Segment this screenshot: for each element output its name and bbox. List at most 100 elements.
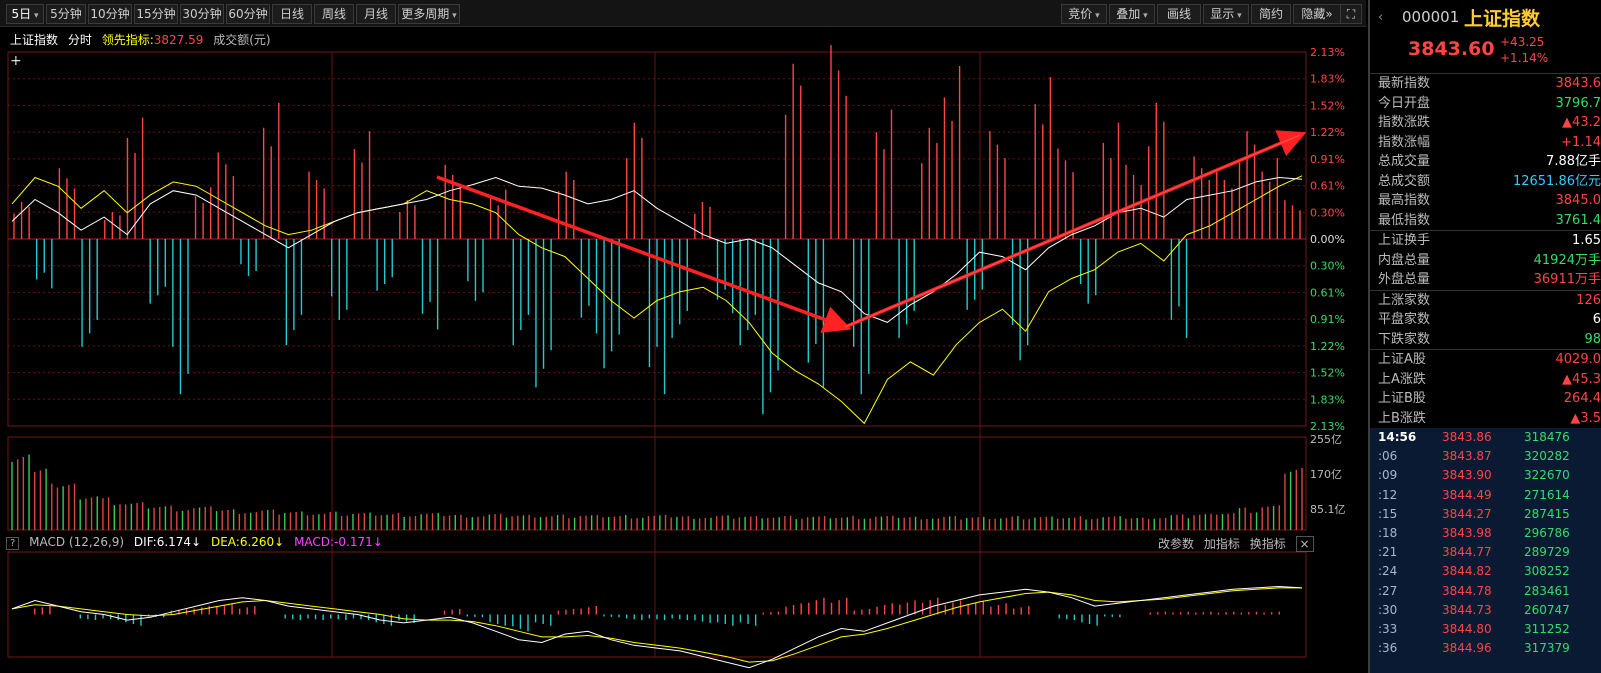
pane-border xyxy=(7,551,1307,658)
tool-button-5[interactable]: 隐藏» xyxy=(1293,4,1341,24)
stat-row: 内盘总量 41924万手 xyxy=(1370,251,1601,271)
volume-tick-label: 85.1亿 xyxy=(1310,503,1346,516)
chart-svg[interactable]: 2.13% 1.83% 1.52% 1.22% 0.91% 0.61% 0.30% 0.00%… xyxy=(0,27,1366,673)
macd-actions: 改参数 加指标 换指标 × xyxy=(1158,535,1320,552)
period-button-7[interactable]: 周线 xyxy=(314,4,354,24)
period-button-3[interactable]: 15分钟 xyxy=(134,4,178,24)
tick-row[interactable]: :15 3844.27 287415 xyxy=(1370,505,1601,524)
tick-time: :24 xyxy=(1378,564,1398,579)
tool-button-label: 叠加 xyxy=(1116,7,1141,21)
tick-row[interactable]: 14:56 3843.86 318476 xyxy=(1370,428,1601,447)
stat-label: 总成交额 xyxy=(1378,173,1431,189)
tick-time: :18 xyxy=(1378,525,1398,540)
tick-row[interactable]: :18 3843.98 296786 xyxy=(1370,524,1601,543)
macd-switch-indicator-button[interactable]: 换指标 xyxy=(1249,537,1286,551)
tick-row[interactable]: :09 3843.90 322670 xyxy=(1370,466,1601,485)
price-line xyxy=(11,176,1303,323)
tick-price: 3844.73 xyxy=(1442,602,1492,617)
period-button-5[interactable]: 60分钟 xyxy=(226,4,270,24)
tick-row[interactable]: :21 3844.77 289729 xyxy=(1370,543,1601,562)
tick-price: 3844.49 xyxy=(1442,487,1492,502)
tick-price: 3843.87 xyxy=(1442,449,1492,464)
volume-tick-label: 170亿 xyxy=(1310,468,1342,481)
tick-row[interactable]: :24 3844.82 308252 xyxy=(1370,562,1601,581)
stat-label: 最新指数 xyxy=(1378,76,1431,91)
stat-row: 上A涨跌 ▲45.3 xyxy=(1370,370,1601,390)
macd-edit-params-button[interactable]: 改参数 xyxy=(1158,537,1195,551)
y-tick-label: 0.00% xyxy=(1310,233,1345,246)
period-button-6[interactable]: 日线 xyxy=(272,4,312,24)
tick-row[interactable]: :36 3844.96 317379 xyxy=(1370,639,1601,658)
macd-dea-line xyxy=(11,587,1302,663)
tool-button-4[interactable]: 简约 xyxy=(1251,4,1291,24)
tick-row[interactable]: :30 3844.73 260747 xyxy=(1370,601,1601,620)
tick-price: 3844.96 xyxy=(1442,641,1492,656)
volume-bars xyxy=(11,454,1303,530)
stat-label: 指数涨跌 xyxy=(1378,115,1431,130)
tick-row[interactable]: :33 3844.80 311252 xyxy=(1370,620,1601,639)
index-name: 上证指数 xyxy=(1464,8,1541,30)
index-code: 000001 xyxy=(1402,8,1460,26)
macd-value: MACD:-0.171↓ xyxy=(294,535,383,549)
tick-vol: 308252 xyxy=(1524,564,1570,579)
period-button-8[interactable]: 月线 xyxy=(356,4,396,24)
legend-index-name: 上证指数 xyxy=(10,33,59,47)
stat-label: 最低指数 xyxy=(1378,212,1431,228)
stat-label: 今日开盘 xyxy=(1378,95,1431,111)
period-button-1[interactable]: 5分钟 xyxy=(46,4,86,24)
chart-area[interactable]: 2.13% 1.83% 1.52% 1.22% 0.91% 0.61% 0.30% 0.00%… xyxy=(0,27,1366,673)
period-button-9[interactable]: 更多周期 xyxy=(398,4,460,24)
tick-row[interactable]: :27 3844.78 283461 xyxy=(1370,582,1601,601)
stat-label: 上证A股 xyxy=(1378,352,1426,367)
stat-value: 3843.6 xyxy=(1555,76,1601,91)
legend-lead-value: 3827.59 xyxy=(153,33,204,47)
tick-vol: 271614 xyxy=(1524,487,1570,502)
downtrend-arrow xyxy=(436,175,852,333)
tick-row[interactable]: :12 3844.49 271614 xyxy=(1370,486,1601,505)
tick-vol: 287415 xyxy=(1524,506,1570,521)
tool-button-2[interactable]: 画线 xyxy=(1157,4,1201,24)
tick-vol: 296786 xyxy=(1524,525,1570,540)
tick-price: 3844.78 xyxy=(1442,583,1492,598)
legend-lead-label: 领先指标: xyxy=(101,33,154,47)
stat-row: 上证A股 4029.0 xyxy=(1370,350,1601,370)
tool-button-1[interactable]: 叠加 xyxy=(1109,4,1155,24)
period-button-0[interactable]: 5日 xyxy=(6,4,44,24)
stat-value: 41924万手 xyxy=(1533,252,1601,268)
stat-row: 总成交量 7.88亿手 xyxy=(1370,152,1601,172)
macd-help-icon[interactable]: ? xyxy=(6,537,20,550)
quote-header: ‹ 000001 上证指数 3843.60 +43.25 +1.14% xyxy=(1370,0,1601,74)
double-chevron-icon: » xyxy=(1325,7,1333,21)
tick-vol: 283461 xyxy=(1524,583,1570,598)
tick-time: :33 xyxy=(1378,621,1398,636)
tick-price: 3843.98 xyxy=(1442,525,1492,540)
legend-volume-label: 成交额(元) xyxy=(213,33,271,47)
tool-button-label: 隐藏 xyxy=(1301,7,1326,21)
fullscreen-icon[interactable]: ⛶ xyxy=(1340,4,1362,24)
period-button-2[interactable]: 10分钟 xyxy=(88,4,132,24)
index-change: +43.25 +1.14% xyxy=(1500,34,1548,66)
stat-row: 最高指数 3845.0 xyxy=(1370,191,1601,211)
tick-list[interactable]: 14:56 3843.86 318476:06 3843.87 320282:09 384… xyxy=(1370,428,1601,673)
tick-time: :06 xyxy=(1378,449,1398,464)
stat-value: ▲45.3 xyxy=(1562,371,1601,387)
index-change-abs: +43.25 xyxy=(1500,35,1545,49)
period-button-4[interactable]: 30分钟 xyxy=(180,4,224,24)
macd-legend: ? MACD (12,26,9) DIF:6.174↓ DEA:6.260↓ M… xyxy=(6,535,389,550)
tick-time: :21 xyxy=(1378,545,1398,560)
y-tick-label: 1.52% xyxy=(1310,99,1345,112)
tick-row[interactable]: :06 3843.87 320282 xyxy=(1370,447,1601,466)
tick-time: 14:56 xyxy=(1378,430,1417,444)
stat-row: 指数涨跌 ▲43.2 xyxy=(1370,113,1601,133)
macd-close-icon[interactable]: × xyxy=(1295,536,1314,552)
stat-value: 12651.86亿元 xyxy=(1512,173,1601,189)
tool-button-3[interactable]: 显示 xyxy=(1203,4,1249,24)
stat-label: 内盘总量 xyxy=(1378,252,1431,268)
volume-tick-label: 255亿 xyxy=(1310,433,1342,446)
stat-label: 上涨家数 xyxy=(1378,292,1431,308)
macd-add-indicator-button[interactable]: 加指标 xyxy=(1203,537,1240,551)
back-icon[interactable]: ‹ xyxy=(1378,10,1384,25)
tool-button-0[interactable]: 竞价 xyxy=(1061,4,1107,24)
macd-dea: DEA:6.260↓ xyxy=(210,535,285,549)
legend-mode[interactable]: 分时 xyxy=(67,33,92,47)
